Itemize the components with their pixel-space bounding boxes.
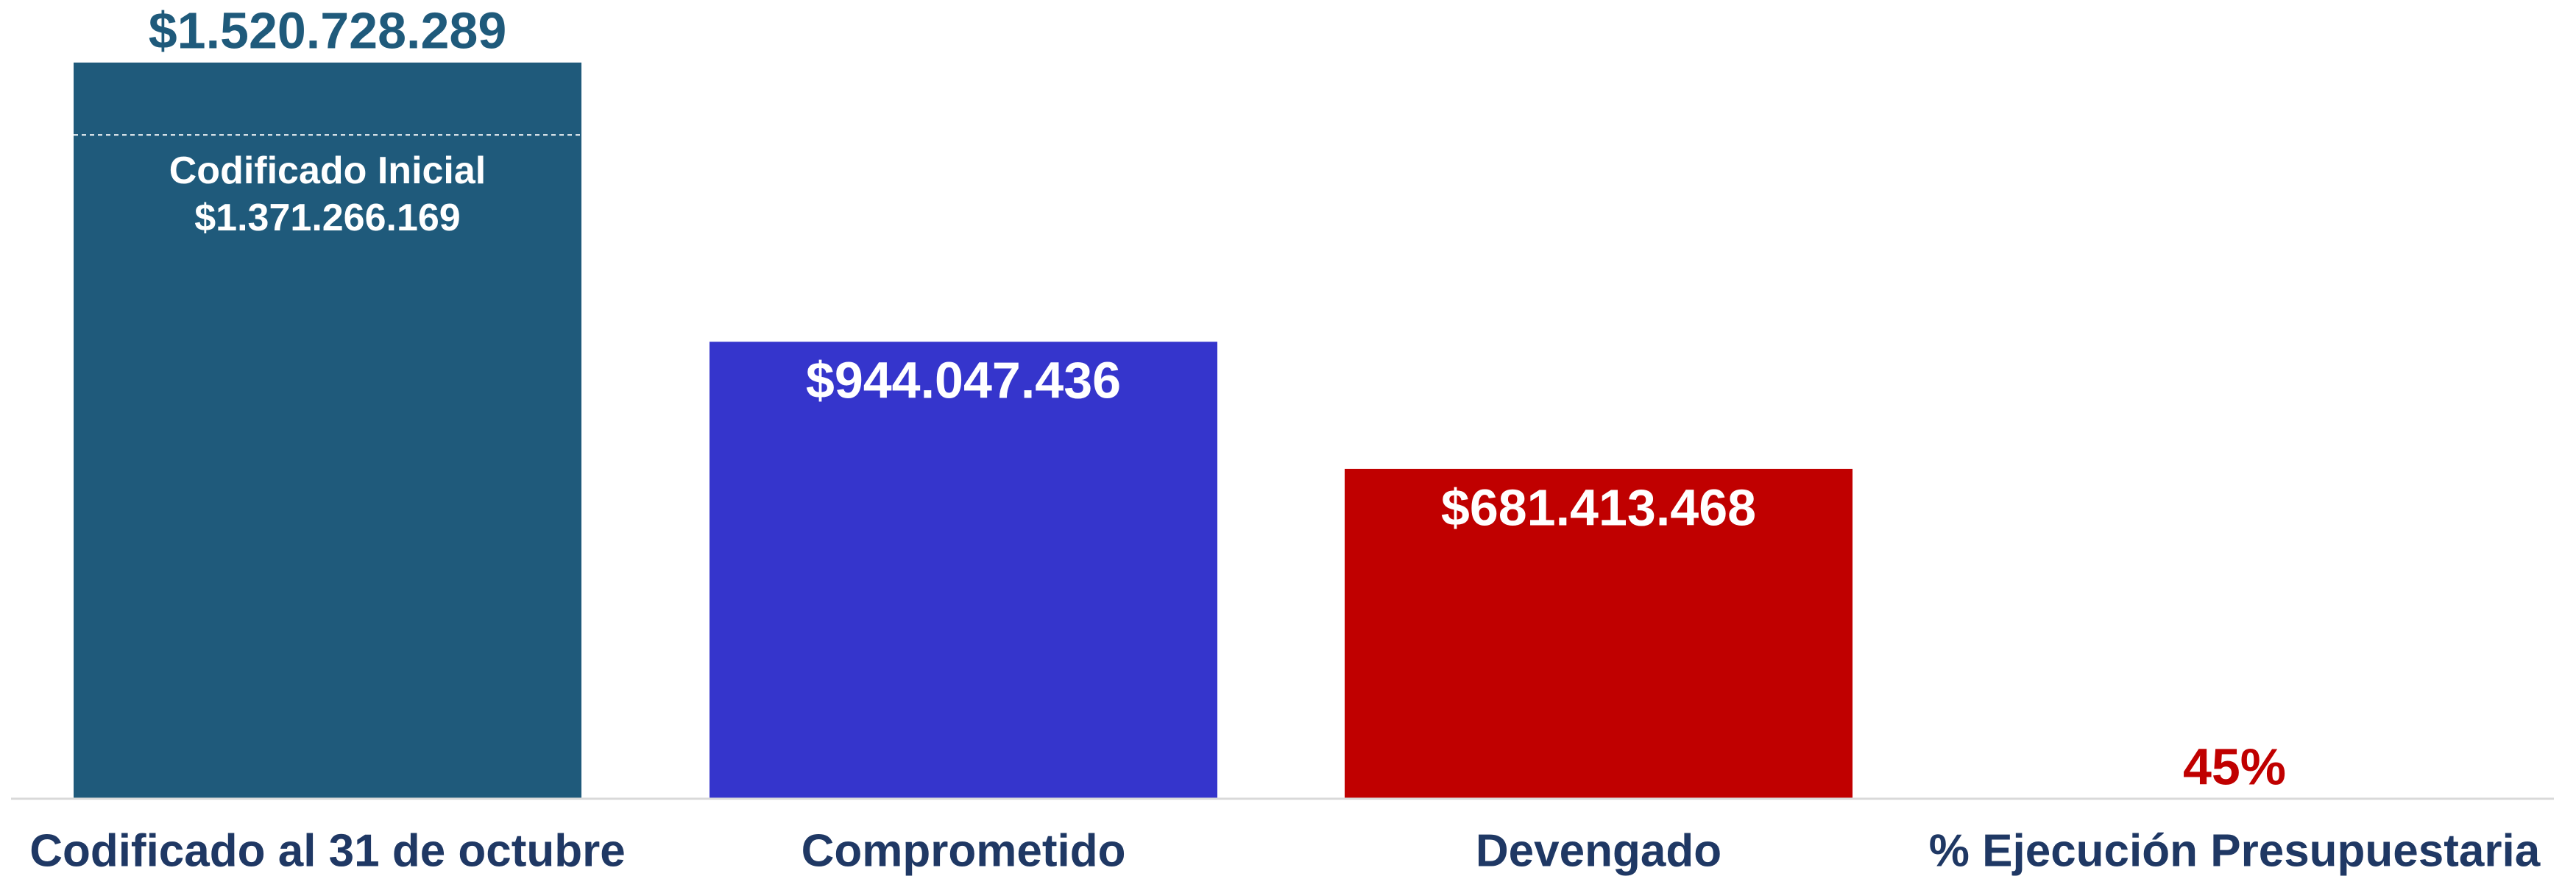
x-tick-label: Codificado al 31 de octubre [29, 825, 626, 876]
bar [710, 342, 1217, 799]
value-label: $944.047.436 [806, 352, 1121, 409]
value-label: $1.520.728.289 [149, 1, 507, 59]
bar [74, 63, 581, 799]
x-tick-label: Devengado [1476, 825, 1722, 876]
bar [1345, 468, 1853, 799]
annotation-value: $1.371.266.169 [194, 197, 460, 239]
value-label: 45% [2183, 738, 2286, 795]
x-tick-label: % Ejecución Presupuestaria [1929, 825, 2541, 876]
annotation-label: Codificado Inicial [169, 149, 486, 192]
value-label: $681.413.468 [1441, 479, 1756, 536]
x-tick-label: Comprometido [802, 825, 1126, 876]
